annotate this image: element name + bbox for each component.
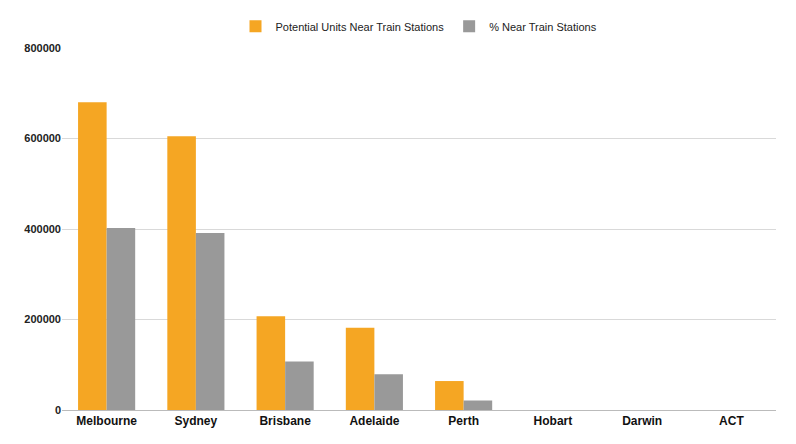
svg-text:Sydney: Sydney <box>175 414 218 428</box>
svg-text:600000: 600000 <box>24 132 61 144</box>
svg-text:Melbourne: Melbourne <box>76 414 137 428</box>
svg-text:Potential Units Near Train Sta: Potential Units Near Train Stations <box>276 21 445 33</box>
svg-text:Adelaide: Adelaide <box>349 414 399 428</box>
svg-text:ACT: ACT <box>719 414 744 428</box>
svg-text:% Near Train Stations: % Near Train Stations <box>489 21 596 33</box>
svg-text:800000: 800000 <box>24 42 61 54</box>
svg-text:Perth: Perth <box>448 414 479 428</box>
svg-text:0: 0 <box>55 404 61 416</box>
svg-text:200000: 200000 <box>24 313 61 325</box>
svg-text:Darwin: Darwin <box>622 414 662 428</box>
svg-text:Brisbane: Brisbane <box>259 414 311 428</box>
svg-text:400000: 400000 <box>24 223 61 235</box>
svg-text:Hobart: Hobart <box>534 414 573 428</box>
